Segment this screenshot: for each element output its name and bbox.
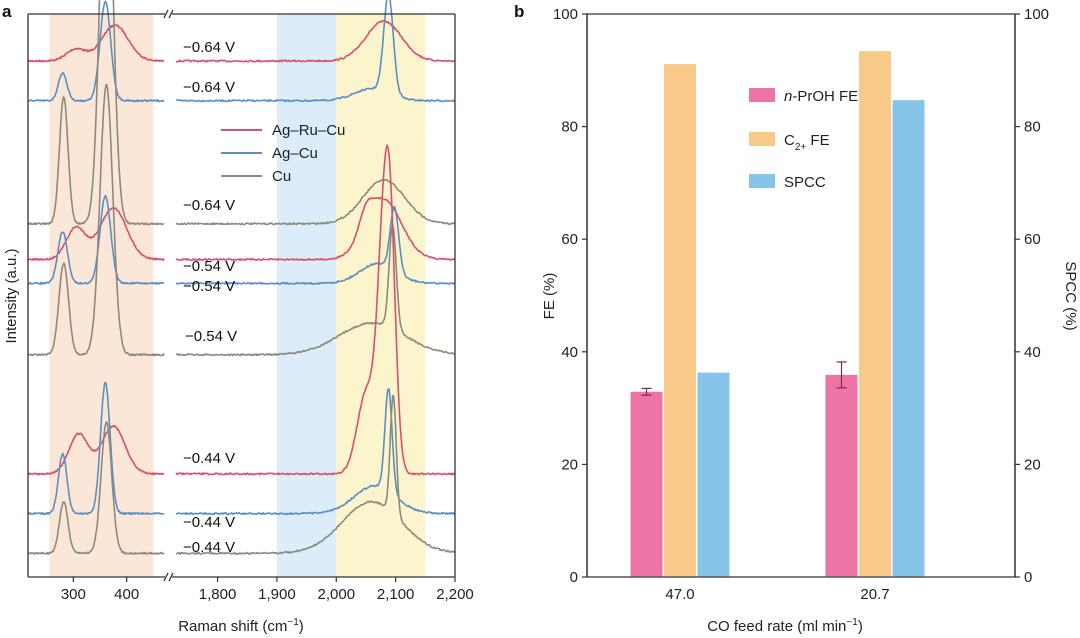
panel-b-right-y-axis-title: SPCC (%) xyxy=(1062,261,1079,330)
spectrum-trace-cu-2-seg1 xyxy=(175,178,456,226)
x-tick-label: 1,800 xyxy=(199,586,237,603)
potential-label: −0.44 V xyxy=(183,539,235,556)
left-y-tick-label: 60 xyxy=(561,231,578,248)
panel-b-ticks: 0 0 20 20 40 40 60 60 80 80 100 100 47.0 20.7 xyxy=(553,6,1049,603)
legend-label-text: SPCC xyxy=(784,174,826,191)
left-y-tick-label: 100 xyxy=(553,6,578,23)
spectrum-trace-ag-cu-4-seg1 xyxy=(176,205,456,285)
bar-c2-fe-20.7 xyxy=(859,51,891,577)
panel-b-frame xyxy=(586,13,1016,578)
x-tick-label: 2,000 xyxy=(318,586,356,603)
spectrum-trace-ag-ru-cu-6-seg1 xyxy=(175,144,456,476)
panel-a-legend: Ag–Ru–Cu Ag–Cu Cu xyxy=(221,122,345,185)
legend-label-1: C2+ FE xyxy=(784,132,830,153)
spectrum-trace-ag-cu-1-seg0 xyxy=(27,0,165,103)
spectrum-trace-ag-cu-7-seg0 xyxy=(27,381,165,516)
left-y-tick-label: 0 xyxy=(570,569,578,586)
panel-a-x-axis-title: Raman shift (cm−1) xyxy=(178,617,304,635)
panel-a-y-axis-title: Intensity (a.u.) xyxy=(3,248,20,343)
panel-letter-b: b xyxy=(514,2,524,21)
spectrum-trace-ag-cu-1-seg1 xyxy=(175,0,456,103)
axis-break-mark xyxy=(163,572,169,582)
bar-spcc-47.0 xyxy=(697,372,730,577)
legend-label-0: n-PrOH FE xyxy=(784,88,858,105)
legend-swatch-2 xyxy=(749,174,775,188)
right-y-tick-label: 0 xyxy=(1024,569,1032,586)
spectrum-trace-cu-5-seg1 xyxy=(175,224,456,357)
axis-break-mark xyxy=(168,9,174,19)
x-tick-label: 2,100 xyxy=(377,586,415,603)
panel-b-x-axis-title: CO feed rate (ml min−1) xyxy=(707,617,863,635)
legend-label-2: SPCC xyxy=(784,174,826,191)
spectrum-trace-ag-ru-cu-0-seg1 xyxy=(176,19,456,63)
axis-break-mark xyxy=(168,572,174,582)
panel-a-frame xyxy=(27,9,456,582)
bar-n-proh-fe-20.7 xyxy=(825,374,858,577)
right-y-tick-label: 100 xyxy=(1024,6,1049,23)
right-y-tick-label: 40 xyxy=(1024,344,1041,361)
spectrum-trace-ag-ru-cu-3-seg1 xyxy=(175,197,456,262)
shaded-regions xyxy=(49,14,426,577)
legend-label-text: -PrOH FE xyxy=(792,88,858,105)
x-tick-label: 300 xyxy=(61,586,86,603)
potential-label: −0.44 V xyxy=(183,450,235,467)
shaded-region-0 xyxy=(49,14,154,577)
shaded-region-1 xyxy=(276,14,337,577)
x-category-label: 47.0 xyxy=(665,586,694,603)
legend-label: Ag–Ru–Cu xyxy=(272,122,345,139)
legend-swatch-1 xyxy=(749,132,775,146)
spectrum-trace-ag-cu-7-seg1 xyxy=(175,388,456,516)
legend-label: Cu xyxy=(272,168,291,185)
potential-label: −0.54 V xyxy=(183,278,235,295)
panel-a-x-ticks: 300 400 1,800 1,900 2,000 2,100 2,200 xyxy=(61,577,474,603)
x-category-label: 20.7 xyxy=(860,586,889,603)
left-y-tick-label: 40 xyxy=(561,344,578,361)
spectrum-trace-cu-8-seg1 xyxy=(175,394,456,555)
spectrum-trace-ag-ru-cu-6-seg0 xyxy=(27,425,165,476)
legend-label-italic: n xyxy=(784,88,792,105)
potential-label: −0.64 V xyxy=(183,39,235,56)
spectrum-trace-ag-ru-cu-3-seg0 xyxy=(27,207,165,261)
x-tick-label: 2,200 xyxy=(436,586,474,603)
bars xyxy=(630,51,925,578)
panel-a-raman-spectra: 300 400 1,800 1,900 2,000 2,100 2,200 −0.64 V−… xyxy=(2,0,474,635)
potential-label: −0.64 V xyxy=(183,79,235,96)
right-y-tick-label: 60 xyxy=(1024,231,1041,248)
panel-b-left-y-axis-title: FE (%) xyxy=(541,273,558,320)
left-y-tick-label: 80 xyxy=(561,119,578,136)
legend-swatch-0 xyxy=(749,88,775,102)
spectrum-trace-ag-ru-cu-0-seg0 xyxy=(27,24,165,63)
right-y-tick-label: 20 xyxy=(1024,456,1041,473)
spectrum-trace-cu-2-seg0 xyxy=(27,0,165,226)
legend-label: Ag–Cu xyxy=(272,145,318,162)
potential-label: −0.54 V xyxy=(183,258,235,275)
bar-spcc-20.7 xyxy=(892,100,925,577)
axis-break-mark xyxy=(163,9,169,19)
spectrum-trace-cu-5-seg0 xyxy=(27,83,165,357)
bar-n-proh-fe-47.0 xyxy=(630,391,663,577)
spectrum-trace-ag-cu-4-seg0 xyxy=(27,194,165,285)
potential-label: −0.54 V xyxy=(185,328,237,345)
spectra-traces xyxy=(27,0,456,555)
right-y-tick-label: 80 xyxy=(1024,119,1041,136)
panel-b-legend: n-PrOH FE C2+ FE SPCC xyxy=(749,88,858,191)
panel-letter-a: a xyxy=(2,2,12,21)
x-tick-label: 400 xyxy=(114,586,139,603)
panel-b-bar-chart: 0 0 20 20 40 40 60 60 80 80 100 100 47.0 20.7 n-PrOH … xyxy=(514,2,1079,635)
legend-label-subscript: 2+ xyxy=(795,142,807,153)
potential-label: −0.64 V xyxy=(183,197,235,214)
legend-label-suffix: FE xyxy=(806,132,829,149)
x-tick-label: 1,900 xyxy=(258,586,296,603)
left-y-tick-label: 20 xyxy=(561,456,578,473)
shaded-region-2 xyxy=(336,14,426,577)
legend-label-text: C xyxy=(784,132,795,149)
bar-c2-fe-47.0 xyxy=(664,64,696,578)
spectrum-trace-cu-8-seg0 xyxy=(27,421,165,555)
potential-label: −0.44 V xyxy=(183,514,235,531)
potential-labels: −0.64 V −0.64 V −0.64 V −0.54 V −0.54 V −0.54… xyxy=(183,39,237,556)
